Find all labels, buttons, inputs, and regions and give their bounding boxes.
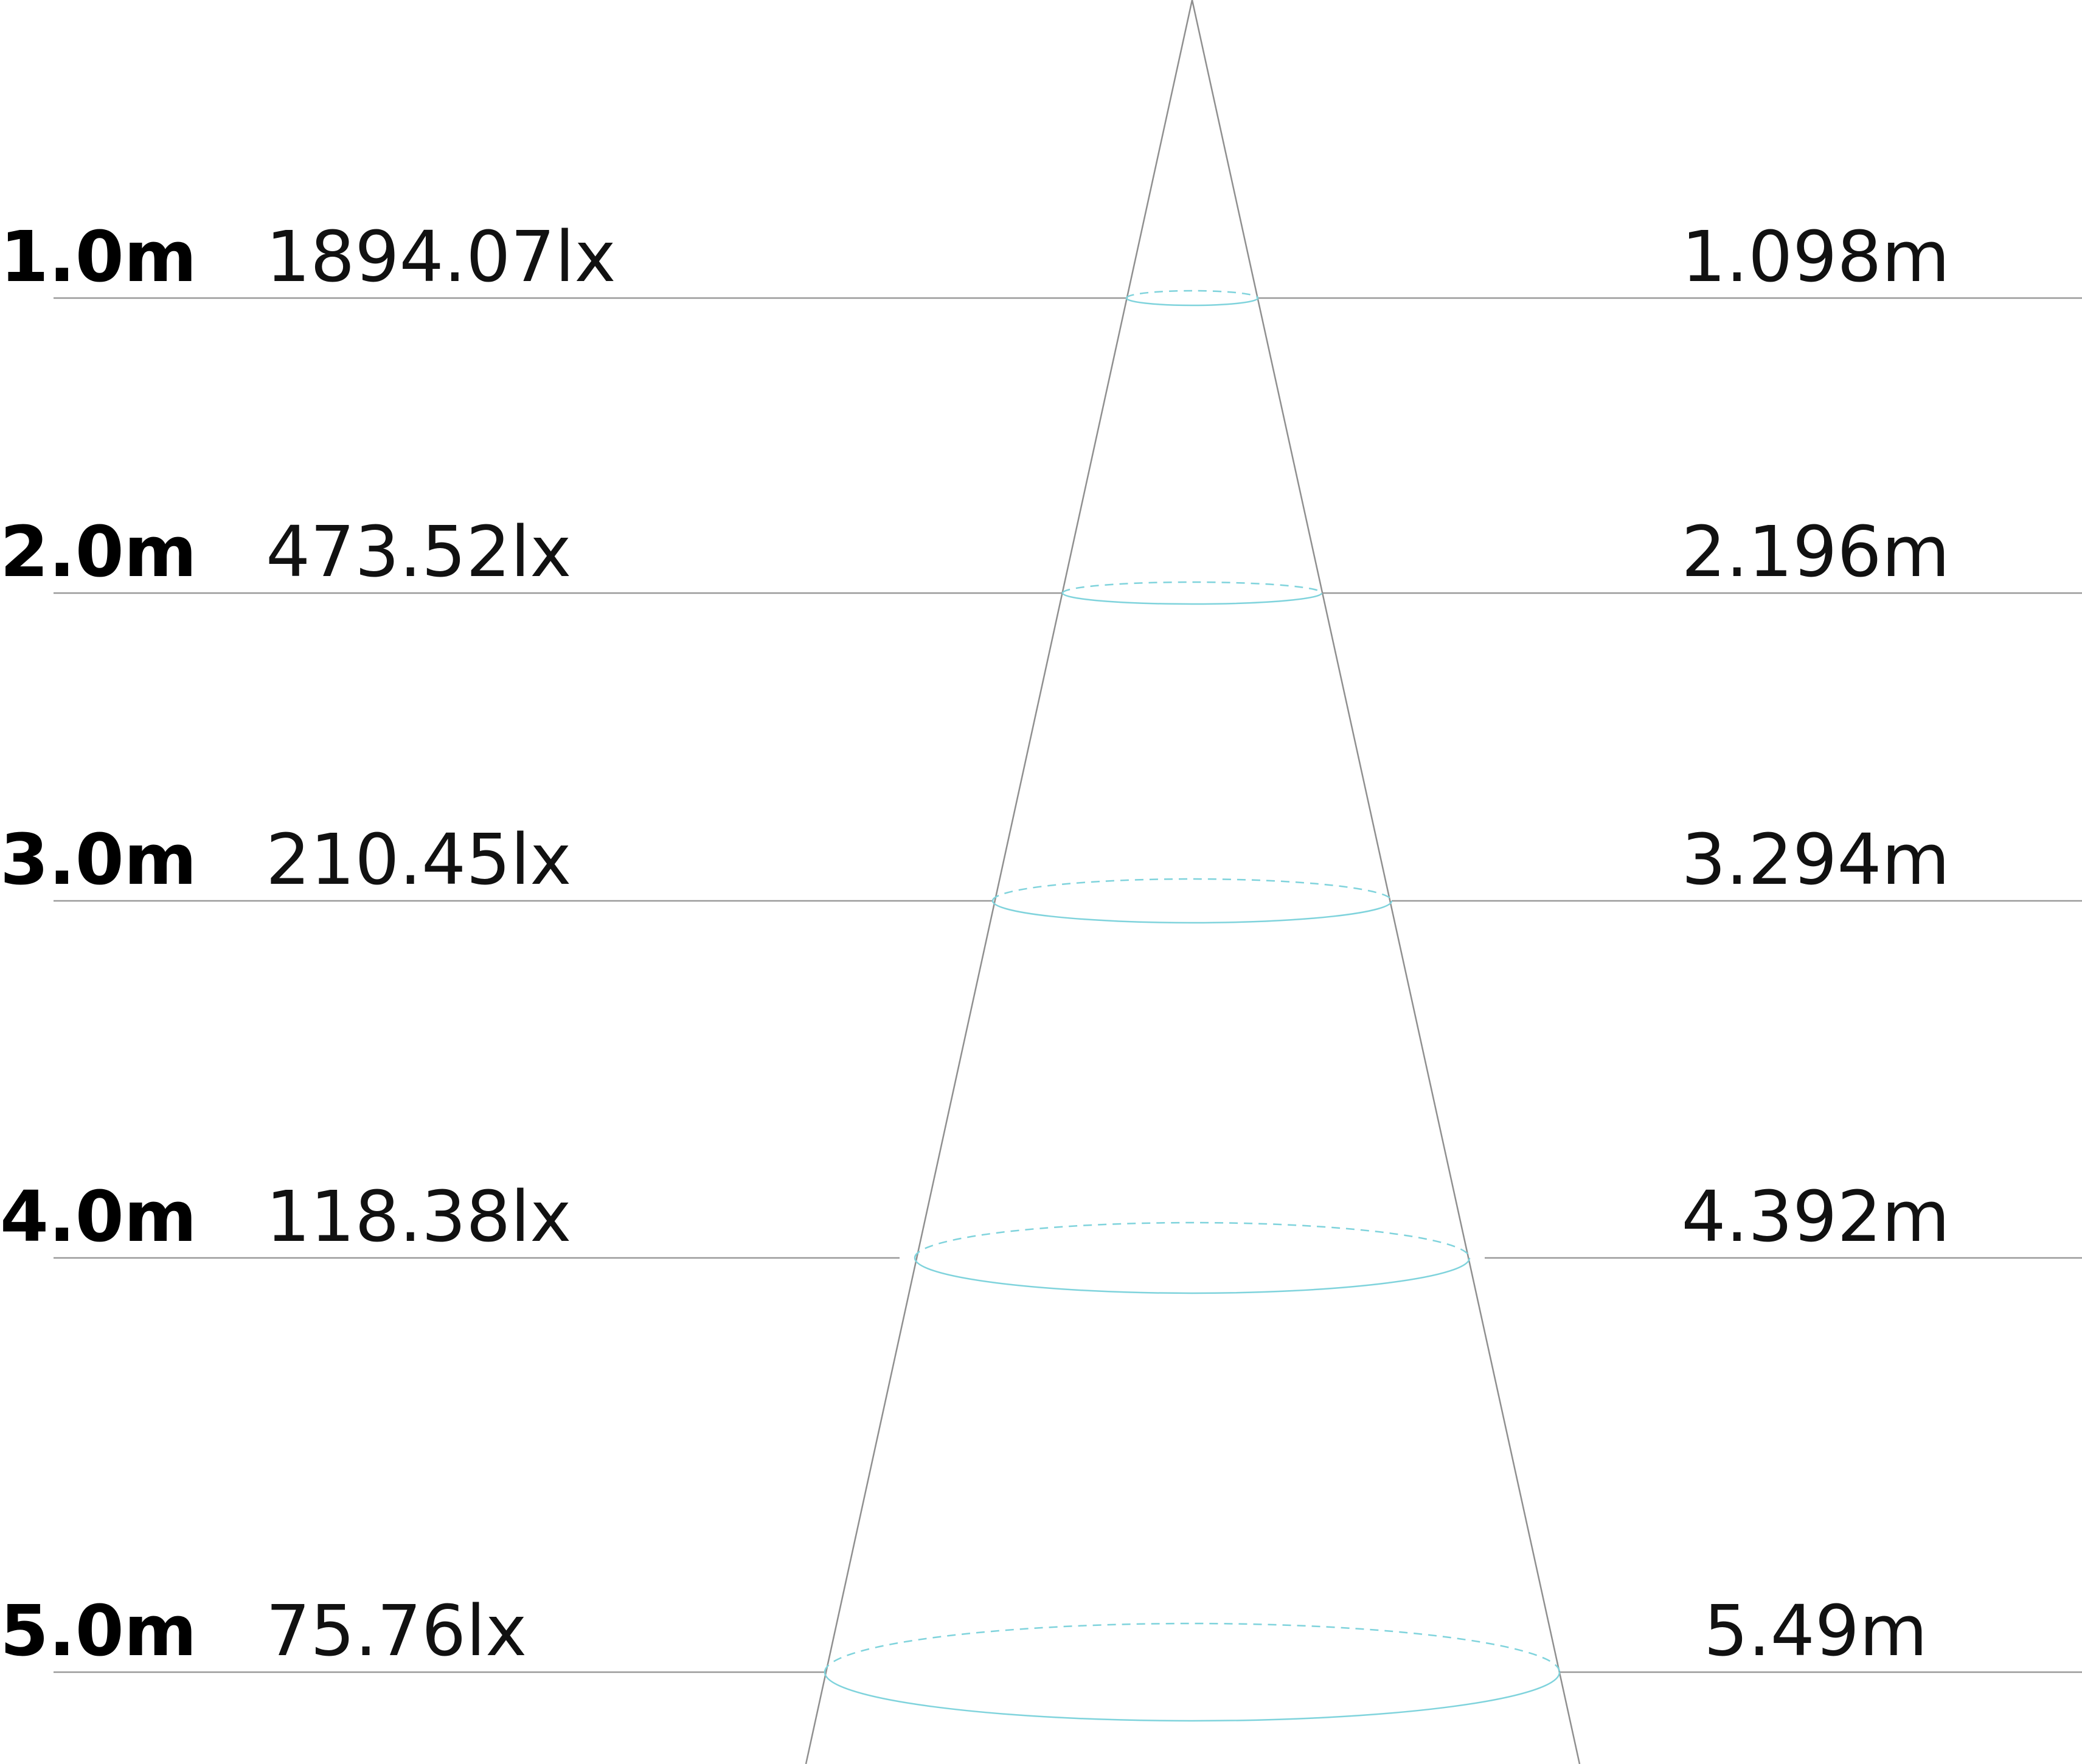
level-lines (54, 297, 2082, 1673)
beam-ellipse-4-back (914, 1221, 1471, 1259)
distance-label-3: 3.0m (0, 819, 197, 901)
beam-ellipse-4-front (914, 1257, 1471, 1294)
diameter-label-4: 4.392m (1681, 1176, 1949, 1258)
distance-label-5: 5.0m (0, 1591, 197, 1672)
diameter-label-5: 5.49m (1704, 1591, 1928, 1672)
diameter-label-3: 3.294m (1681, 819, 1949, 901)
diameter-label-2: 2.196m (1681, 512, 1949, 593)
illuminance-label-4: 118.38lx (266, 1176, 571, 1258)
beam-ellipse-2-back (1061, 581, 1323, 594)
light-cone (805, 0, 1581, 1764)
distance-label-1: 1.0m (0, 217, 197, 298)
beam-ellipse-2-front (1061, 592, 1323, 605)
distance-label-4: 4.0m (0, 1176, 197, 1258)
beam-ellipse-3-front (991, 900, 1393, 924)
distance-label-2: 2.0m (0, 512, 197, 593)
level-labels: 1.0m 1894.07lx 1.098m 2.0m 473.52lx 2.196m 3.0… (0, 217, 1950, 1672)
illuminance-label-2: 473.52lx (266, 512, 571, 593)
cone-left-edge (805, 0, 1193, 1764)
beam-ellipse-5-front (824, 1672, 1561, 1722)
beam-ellipse-5-back (824, 1622, 1561, 1673)
illuminance-label-5: 75.76lx (266, 1591, 527, 1672)
illuminance-label-1: 1894.07lx (266, 217, 616, 298)
cone-right-edge (1191, 0, 1581, 1764)
illuminance-label-3: 210.45lx (266, 819, 571, 901)
beam-ellipse-1-back (1125, 290, 1259, 299)
beam-ellipses (824, 290, 1561, 1722)
beam-ellipse-1-front (1125, 297, 1259, 307)
diameter-label-1: 1.098m (1681, 217, 1949, 298)
beam-ellipse-3-back (991, 878, 1393, 901)
